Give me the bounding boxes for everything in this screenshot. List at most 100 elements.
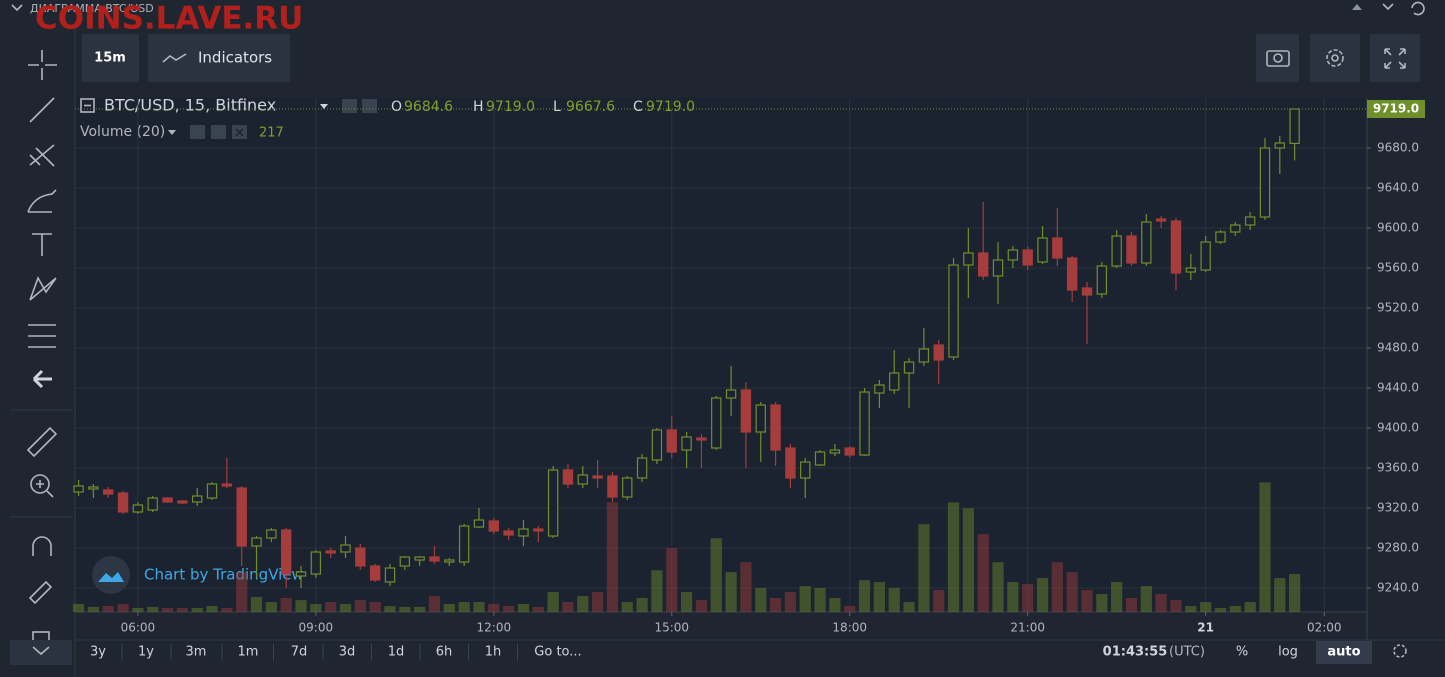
pattern-tool[interactable]	[29, 276, 57, 301]
y-tick-label: 9600.0	[1377, 221, 1419, 235]
trend-line-tool[interactable]	[29, 97, 55, 123]
range-button[interactable]: 1m	[238, 645, 259, 660]
fib-tool[interactable]	[29, 144, 55, 167]
candle-body	[73, 485, 84, 493]
range-button[interactable]: Go to...	[534, 645, 581, 660]
candle-body	[992, 259, 1004, 277]
ohlc-key: L	[553, 99, 561, 115]
scroll-up[interactable]	[1352, 4, 1362, 10]
volume-value: 217	[259, 126, 284, 141]
x-tick-label: 21:00	[1010, 621, 1045, 635]
snapshot-button[interactable]	[1256, 34, 1299, 82]
candle-body	[933, 344, 944, 361]
branding-text[interactable]: Chart by TradingView	[144, 566, 304, 584]
expand-icon	[32, 646, 50, 656]
y-tick-label: 9360.0	[1377, 461, 1419, 475]
volume-bar	[310, 603, 322, 612]
zoom-tool[interactable]	[30, 474, 50, 494]
range-button[interactable]: 1h	[485, 645, 502, 660]
settings-button[interactable]	[1310, 34, 1360, 82]
range-button[interactable]: 6h	[436, 645, 453, 660]
fullscreen-button[interactable]	[1370, 34, 1420, 82]
auto-toggle[interactable]: auto	[1327, 645, 1360, 660]
text-tool[interactable]	[32, 233, 52, 256]
volume-bar	[339, 603, 352, 612]
volume-bar	[829, 598, 841, 612]
volume-bar	[695, 600, 708, 612]
candle-body	[874, 384, 885, 394]
log-toggle[interactable]: log	[1278, 645, 1298, 660]
candle-body	[1155, 218, 1167, 222]
expand-toolbar[interactable]	[10, 640, 72, 665]
candle-body	[533, 528, 544, 532]
volume-bar	[280, 598, 292, 612]
candle-body	[1081, 287, 1093, 296]
ohlc-key: C	[633, 99, 643, 115]
back-tool[interactable]	[32, 369, 52, 389]
candle-body	[592, 475, 603, 479]
range-button[interactable]: 7d	[291, 645, 308, 660]
range-button[interactable]: 1d	[388, 645, 405, 660]
legend-eye-button[interactable]	[342, 99, 357, 113]
range-button[interactable]: 1y	[138, 645, 154, 660]
lock-drawing-tool[interactable]	[28, 580, 53, 605]
branding-badge[interactable]	[92, 556, 130, 594]
candle-body	[948, 264, 959, 358]
symbol-dropdown[interactable]	[320, 104, 328, 109]
legend-settings-button[interactable]	[362, 99, 377, 113]
ohlc-value: 9719.0	[486, 99, 535, 115]
range-button[interactable]: 3y	[90, 645, 106, 660]
crosshair-tool[interactable]	[28, 50, 57, 80]
volume-bar	[933, 590, 945, 612]
percent-toggle[interactable]: %	[1236, 645, 1248, 660]
ohlc-value: 9684.6	[404, 99, 453, 115]
volume-bar	[977, 534, 989, 612]
candle-body	[266, 529, 277, 539]
collapse-legend[interactable]	[80, 98, 95, 113]
timezone[interactable]: (UTC)	[1169, 645, 1205, 660]
prediction-tool[interactable]	[28, 324, 56, 348]
volume-bar	[710, 538, 722, 612]
auto-toggle-bg[interactable]	[1316, 641, 1372, 664]
volume-bar	[1229, 606, 1241, 612]
collapse-icon[interactable]	[11, 4, 23, 12]
brush-tool[interactable]	[27, 189, 57, 213]
refresh-icon[interactable]	[1411, 1, 1425, 16]
candle-body	[206, 483, 218, 499]
watermark: COINS.LAVE.RU	[35, 1, 303, 37]
volume-bar	[1066, 572, 1078, 612]
volume-title: Volume (20)	[80, 124, 165, 140]
x-tick-label: 21	[1197, 621, 1214, 635]
volume-bar	[903, 602, 915, 612]
candle-body	[696, 437, 707, 441]
candle-body	[280, 529, 292, 575]
volume-bar	[1259, 482, 1271, 612]
candle-body	[1289, 108, 1300, 145]
candle-body	[829, 449, 841, 454]
candle-body	[414, 556, 425, 561]
candle-body	[162, 497, 173, 503]
range-button[interactable]: 3d	[339, 645, 356, 660]
interval-button[interactable]	[82, 34, 139, 82]
volume-bar	[1274, 578, 1286, 612]
magnet-tool[interactable]	[32, 536, 52, 556]
candle-body	[607, 475, 618, 498]
volume-bar	[117, 603, 129, 612]
candle-body	[251, 537, 262, 547]
ruler-tool[interactable]	[26, 426, 58, 458]
volume-bar	[176, 607, 188, 612]
y-tick-label: 9480.0	[1377, 341, 1419, 355]
volume-bar	[562, 602, 574, 612]
candle-body	[977, 252, 989, 277]
candle-body	[577, 474, 588, 485]
volume-settings-button[interactable]	[211, 125, 226, 139]
volume-bar	[918, 524, 930, 612]
bottom-settings[interactable]	[1393, 644, 1407, 658]
range-button[interactable]: 3m	[186, 645, 207, 660]
volume-bar	[1051, 562, 1063, 612]
volume-dropdown[interactable]	[168, 130, 176, 135]
candle-body	[117, 492, 129, 513]
down-icon[interactable]	[1382, 3, 1394, 11]
volume-eye-button[interactable]	[190, 125, 205, 139]
